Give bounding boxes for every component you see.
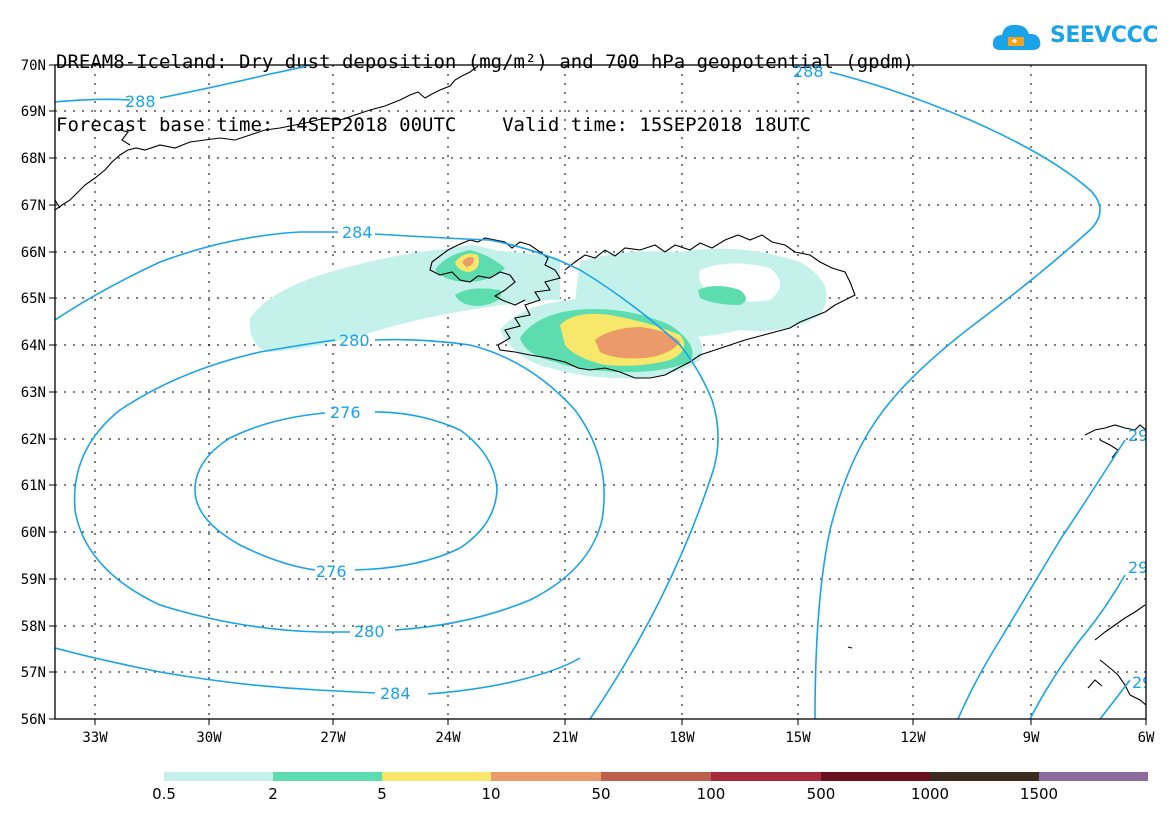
lat-label: 62N — [21, 432, 46, 448]
faroe-islands — [847, 646, 853, 649]
colorbar-label: 50 — [591, 785, 610, 803]
lon-label: 9W — [1023, 730, 1040, 746]
colorbar-label: 2 — [268, 785, 278, 803]
lat-label: 59N — [21, 572, 46, 588]
colorbar-label: 100 — [697, 785, 726, 803]
lon-label: 30W — [196, 730, 222, 746]
lon-label: 21W — [552, 730, 578, 746]
logo-text: SEEVCCC — [1050, 23, 1158, 48]
lat-label: 69N — [21, 104, 46, 120]
lon-label: 6W — [1138, 730, 1155, 746]
dust-orange-south — [595, 327, 680, 359]
colorbar-swatch — [930, 772, 1039, 781]
colorbar-swatch — [164, 772, 273, 781]
colorbar-swatch — [273, 772, 382, 781]
lat-label: 61N — [21, 478, 46, 494]
dust-green-west-2 — [455, 288, 501, 306]
lat-label: 64N — [21, 338, 46, 354]
colorbar-label: 1500 — [1020, 785, 1058, 803]
colorbar-swatch — [1039, 772, 1148, 781]
lat-label: 58N — [21, 619, 46, 635]
lat-label: 57N — [21, 665, 46, 681]
title-line-1: DREAM8-Iceland: Dry dust deposition (mg/… — [56, 51, 914, 73]
coastlines — [55, 65, 1146, 706]
lat-label: 68N — [21, 151, 46, 167]
scotland-coastline — [1084, 424, 1146, 706]
contour-label-east-1: 29 — [1128, 426, 1148, 445]
colorbar-swatch — [382, 772, 491, 781]
longitude-labels: 33W 30W 27W 24W 21W 18W 15W 12W 9W 6W — [82, 730, 1155, 746]
contour-276 — [194, 411, 498, 571]
contour-label-east-2: 29 — [1128, 558, 1148, 577]
seevccc-logo: SEEVCCC — [990, 18, 1158, 58]
contour-292-east-1 — [957, 439, 1126, 719]
lat-label: 60N — [21, 525, 46, 541]
contour-284 — [55, 231, 719, 719]
contour-label-276-south: 276 — [316, 562, 347, 581]
lon-label: 12W — [900, 730, 926, 746]
contour-280 — [73, 338, 605, 633]
colorbar-label: 500 — [807, 785, 836, 803]
contour-label-288-nw: 288 — [125, 92, 156, 111]
contour-label-276-north: 276 — [330, 403, 361, 422]
contour-label-284-south: 284 — [380, 684, 411, 703]
colorbar-label: 5 — [377, 785, 387, 803]
colorbar-label: 10 — [481, 785, 500, 803]
contour-288-northeast — [814, 71, 1101, 719]
colorbar-swatch — [601, 772, 711, 781]
greenland-coastline — [55, 65, 479, 211]
lon-label: 15W — [785, 730, 811, 746]
geopotential-contours — [55, 65, 1131, 719]
lon-label: 24W — [435, 730, 461, 746]
contour-label-280-south: 280 — [354, 622, 385, 641]
contour-288-northwest — [55, 65, 314, 103]
lat-label: 67N — [21, 198, 46, 214]
colorbar — [164, 772, 1148, 781]
contour-label-284-north: 284 — [342, 223, 373, 242]
dust-green-patch-1 — [698, 286, 746, 305]
contour-label-280-north: 280 — [339, 331, 370, 350]
lat-label: 70N — [21, 58, 46, 74]
contour-292-east-2 — [1099, 679, 1131, 719]
dust-orange-west — [462, 257, 474, 267]
lon-label: 18W — [669, 730, 695, 746]
grid-lines — [55, 65, 1146, 719]
lat-label: 65N — [21, 291, 46, 307]
latitude-labels: 70N 69N 68N 67N 66N 65N 64N 63N 62N 61N … — [21, 58, 46, 728]
cloud-icon — [992, 24, 1041, 50]
contour-292-east-3 — [1029, 574, 1126, 719]
colorbar-swatch — [821, 772, 930, 781]
lat-label: 63N — [21, 385, 46, 401]
colorbar-swatch — [491, 772, 601, 781]
contour-284-south — [55, 647, 581, 695]
iceland-coastline — [429, 234, 856, 379]
colorbar-label: 0.5 — [152, 785, 176, 803]
colorbar-label: 1000 — [911, 785, 949, 803]
tick-marks — [49, 64, 1147, 725]
colorbar-swatch — [711, 772, 821, 781]
dust-deposition-field — [249, 245, 827, 379]
map-title: DREAM8-Iceland: Dry dust deposition (mg/… — [56, 10, 914, 157]
contour-label-288-ne: 288 — [793, 62, 824, 81]
contour-labels: 288 288 284 280 276 276 280 284 29 29 29 — [125, 62, 1152, 703]
lat-label: 66N — [21, 245, 46, 261]
title-line-2: Forecast base time: 14SEP2018 00UTC Vali… — [56, 114, 811, 136]
lon-label: 33W — [82, 730, 108, 746]
contour-label-east-3: 29 — [1132, 673, 1152, 692]
lon-label: 27W — [320, 730, 346, 746]
colorbar-labels: 0.5 2 5 10 50 100 500 1000 1500 — [152, 785, 1058, 803]
lat-label: 56N — [21, 712, 46, 728]
